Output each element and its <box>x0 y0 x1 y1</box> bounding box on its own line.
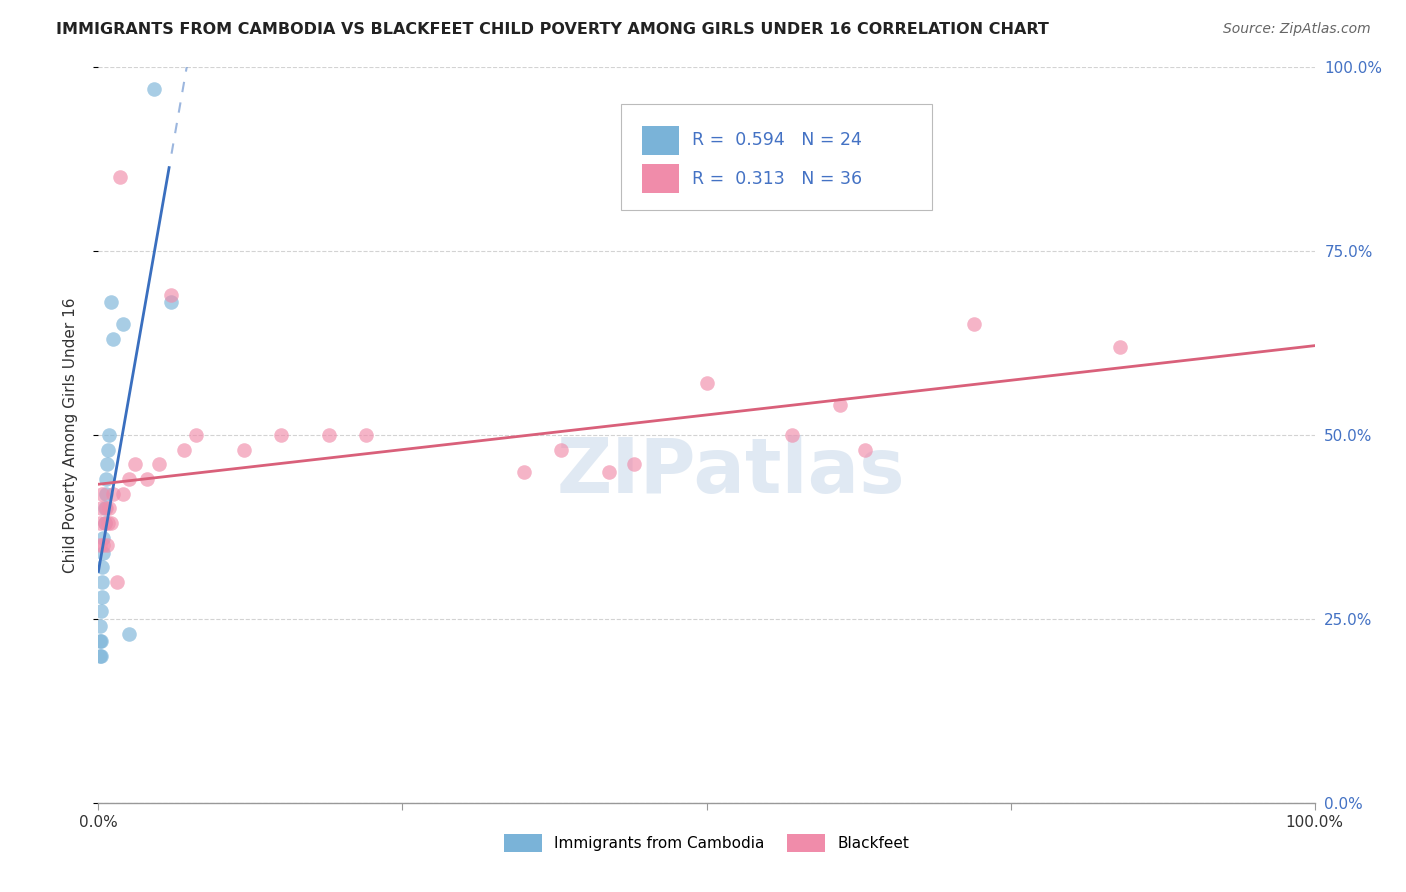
Point <box>89 648 111 663</box>
Point <box>513 465 536 479</box>
Point <box>97 442 120 457</box>
Point <box>143 82 166 96</box>
Point <box>111 487 134 501</box>
Point <box>94 487 117 501</box>
Point <box>100 516 122 530</box>
Point <box>118 626 141 640</box>
Text: IMMIGRANTS FROM CAMBODIA VS BLACKFEET CHILD POVERTY AMONG GIRLS UNDER 16 CORRELA: IMMIGRANTS FROM CAMBODIA VS BLACKFEET CH… <box>56 22 1049 37</box>
Point <box>354 427 377 442</box>
Point <box>94 501 117 516</box>
Point <box>93 501 115 516</box>
Text: Source: ZipAtlas.com: Source: ZipAtlas.com <box>1223 22 1371 37</box>
Point <box>318 427 340 442</box>
Point <box>93 516 115 530</box>
Point <box>101 332 124 346</box>
Point <box>184 427 207 442</box>
Point <box>96 457 118 471</box>
Point <box>89 619 111 633</box>
Point <box>233 442 256 457</box>
Point <box>89 516 111 530</box>
Point <box>118 472 141 486</box>
Point <box>110 170 132 185</box>
Point <box>598 465 620 479</box>
Point <box>94 472 117 486</box>
Point <box>1109 340 1132 354</box>
Point <box>90 501 112 516</box>
Text: R =  0.313   N = 36: R = 0.313 N = 36 <box>692 169 862 187</box>
FancyBboxPatch shape <box>621 103 932 211</box>
Point <box>270 427 292 442</box>
Point <box>101 487 124 501</box>
Point <box>90 605 112 619</box>
Point <box>93 516 115 530</box>
Point <box>160 288 183 302</box>
Bar <box>643 126 679 155</box>
Point <box>89 633 111 648</box>
Y-axis label: Child Poverty Among Girls Under 16: Child Poverty Among Girls Under 16 <box>63 297 77 573</box>
Point <box>98 501 121 516</box>
Point <box>96 538 118 552</box>
Point <box>90 633 112 648</box>
Point <box>100 295 122 310</box>
Point <box>963 318 986 332</box>
Point <box>696 376 718 391</box>
Bar <box>643 164 679 194</box>
Point <box>91 560 114 574</box>
Point <box>111 318 134 332</box>
Point <box>91 590 114 604</box>
Point <box>830 398 852 412</box>
Point <box>98 427 121 442</box>
Point <box>105 575 128 590</box>
Point <box>148 457 170 471</box>
Point <box>623 457 645 471</box>
Point <box>124 457 146 471</box>
Point <box>136 472 159 486</box>
Point <box>91 487 114 501</box>
Legend: Immigrants from Cambodia, Blackfeet: Immigrants from Cambodia, Blackfeet <box>498 828 915 858</box>
Point <box>550 442 572 457</box>
Point <box>91 575 114 590</box>
Point <box>89 538 111 552</box>
Point <box>91 538 114 552</box>
Text: ZIPatlas: ZIPatlas <box>557 434 905 508</box>
Point <box>173 442 195 457</box>
Point <box>90 648 112 663</box>
Point <box>780 427 803 442</box>
Point <box>160 295 183 310</box>
Point <box>91 545 114 560</box>
Point <box>91 531 114 545</box>
Text: R =  0.594   N = 24: R = 0.594 N = 24 <box>692 131 862 150</box>
Point <box>853 442 876 457</box>
Point <box>97 516 120 530</box>
